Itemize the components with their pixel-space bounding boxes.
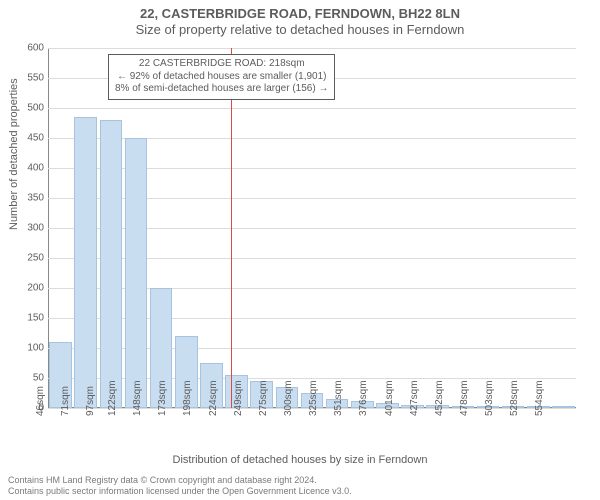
y-tick-label: 350 bbox=[14, 193, 44, 204]
footer-line2: Contains public sector information licen… bbox=[8, 486, 592, 497]
x-tick-label: 554sqm bbox=[535, 380, 546, 416]
y-tick-label: 300 bbox=[14, 223, 44, 234]
bar-slot: 198sqm bbox=[199, 48, 224, 408]
bar-slot: 148sqm bbox=[149, 48, 174, 408]
x-tick-label: 528sqm bbox=[509, 380, 520, 416]
bar-slot: 46sqm bbox=[48, 48, 73, 408]
annotation-line1: 22 CASTERBRIDGE ROAD: 218sqm bbox=[115, 58, 328, 71]
chart-title-block: 22, CASTERBRIDGE ROAD, FERNDOWN, BH22 8L… bbox=[0, 0, 600, 37]
bar-slot: 554sqm bbox=[551, 48, 576, 408]
bar-slot: 275sqm bbox=[274, 48, 299, 408]
bar-slot: 224sqm bbox=[224, 48, 249, 408]
x-tick-label: 249sqm bbox=[233, 380, 244, 416]
x-tick-label: 224sqm bbox=[208, 380, 219, 416]
y-tick-label: 100 bbox=[14, 343, 44, 354]
x-tick-label: 148sqm bbox=[132, 380, 143, 416]
title-line2: Size of property relative to detached ho… bbox=[0, 22, 600, 37]
x-tick-label: 97sqm bbox=[85, 386, 96, 416]
x-tick-label: 401sqm bbox=[384, 380, 395, 416]
bar-slot: 325sqm bbox=[325, 48, 350, 408]
bar-slot: 173sqm bbox=[174, 48, 199, 408]
x-tick-label: 46sqm bbox=[35, 386, 46, 416]
bar bbox=[100, 120, 123, 408]
y-axis-label: Number of detached properties bbox=[8, 78, 20, 230]
bar-slot: 249sqm bbox=[249, 48, 274, 408]
bar-slot: 351sqm bbox=[350, 48, 375, 408]
x-axis-label: Distribution of detached houses by size … bbox=[0, 454, 600, 466]
y-tick-label: 250 bbox=[14, 253, 44, 264]
x-tick-label: 300sqm bbox=[283, 380, 294, 416]
x-tick-label: 452sqm bbox=[434, 380, 445, 416]
x-tick-label: 173sqm bbox=[157, 380, 168, 416]
y-tick-label: 550 bbox=[14, 73, 44, 84]
footer-line1: Contains HM Land Registry data © Crown c… bbox=[8, 475, 592, 486]
y-tick-label: 150 bbox=[14, 313, 44, 324]
y-tick-label: 450 bbox=[14, 133, 44, 144]
x-tick-label: 503sqm bbox=[484, 380, 495, 416]
marker-line bbox=[231, 48, 232, 408]
y-tick-label: 500 bbox=[14, 103, 44, 114]
bar-slot: 503sqm bbox=[501, 48, 526, 408]
bar-slot: 478sqm bbox=[475, 48, 500, 408]
title-line1: 22, CASTERBRIDGE ROAD, FERNDOWN, BH22 8L… bbox=[0, 6, 600, 21]
x-tick-label: 478sqm bbox=[459, 380, 470, 416]
y-tick-label: 400 bbox=[14, 163, 44, 174]
y-tick-label: 600 bbox=[14, 43, 44, 54]
annotation-line3: 8% of semi-detached houses are larger (1… bbox=[115, 83, 328, 96]
x-tick-label: 198sqm bbox=[183, 380, 194, 416]
bar bbox=[74, 117, 97, 408]
bar-slot: 427sqm bbox=[425, 48, 450, 408]
x-tick-label: 325sqm bbox=[308, 380, 319, 416]
annotation-line2: ← 92% of detached houses are smaller (1,… bbox=[115, 71, 328, 84]
bar bbox=[125, 138, 148, 408]
bar-slot: 376sqm bbox=[375, 48, 400, 408]
x-tick-label: 275sqm bbox=[258, 380, 269, 416]
bar-slot: 71sqm bbox=[73, 48, 98, 408]
bar-slot: 401sqm bbox=[400, 48, 425, 408]
x-tick-label: 122sqm bbox=[107, 380, 118, 416]
bar-slot: 300sqm bbox=[299, 48, 324, 408]
plot-region: 05010015020025030035040045050055060046sq… bbox=[48, 48, 576, 408]
x-tick-label: 351sqm bbox=[333, 380, 344, 416]
y-tick-label: 50 bbox=[14, 373, 44, 384]
bar-slot: 528sqm bbox=[526, 48, 551, 408]
x-tick-label: 376sqm bbox=[359, 380, 370, 416]
bar-slot: 452sqm bbox=[450, 48, 475, 408]
bar-slot: 97sqm bbox=[98, 48, 123, 408]
annotation-box: 22 CASTERBRIDGE ROAD: 218sqm← 92% of det… bbox=[108, 54, 335, 100]
x-tick-label: 427sqm bbox=[409, 380, 420, 416]
x-tick-label: 71sqm bbox=[60, 386, 71, 416]
bar-slot: 122sqm bbox=[123, 48, 148, 408]
y-tick-label: 200 bbox=[14, 283, 44, 294]
chart-area: 05010015020025030035040045050055060046sq… bbox=[48, 48, 576, 408]
footer-attribution: Contains HM Land Registry data © Crown c… bbox=[8, 475, 592, 497]
bar bbox=[552, 406, 575, 408]
bars-container: 46sqm71sqm97sqm122sqm148sqm173sqm198sqm2… bbox=[48, 48, 576, 408]
